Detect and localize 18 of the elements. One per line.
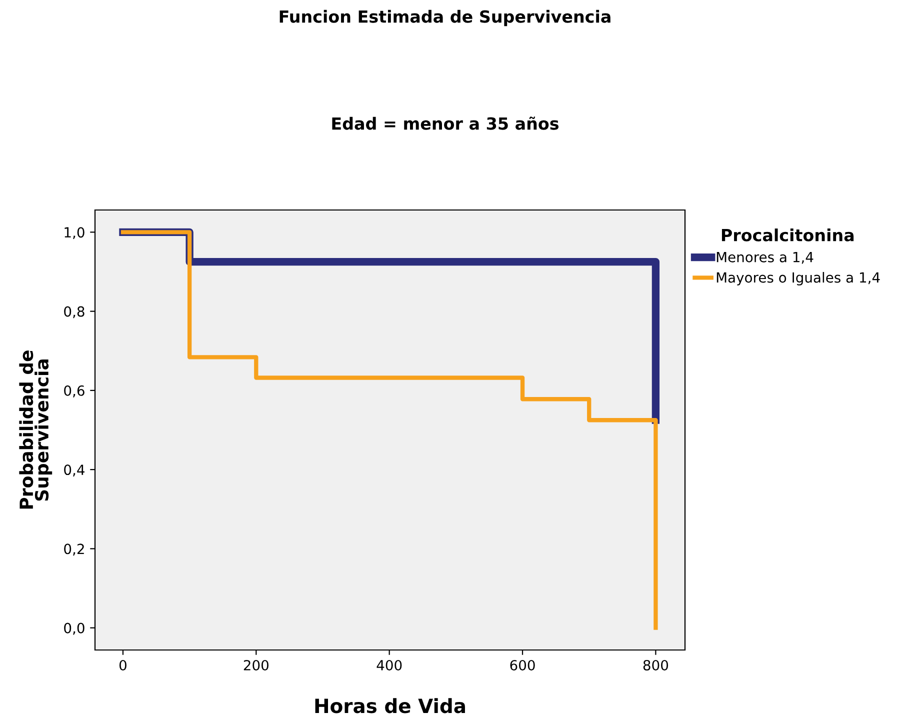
y-tick-label: 1,0: [64, 227, 84, 240]
y-axis-title: Probabilidad de Supervivencia: [19, 350, 52, 509]
x-axis-title: Horas de Vida: [315, 698, 465, 714]
y-tick-label: 0,8: [64, 306, 84, 318]
legend-label: Menores a 1,4: [716, 252, 814, 264]
legend-label: Mayores o Iguales a 1,4: [716, 272, 880, 286]
y-tick-label: 0,0: [64, 622, 84, 635]
y-tick-label: 0,2: [64, 544, 84, 556]
x-tick-label: 800: [643, 660, 668, 670]
x-tick-label: 600: [510, 660, 535, 670]
legend-title: Procalcitonina: [722, 228, 854, 242]
y-tick-label: 0,4: [64, 464, 84, 476]
chart-subtitle: Edad = menor a 35 años: [332, 116, 559, 130]
chart-title: Funcion Estimada de Supervivencia: [280, 10, 610, 26]
x-tick-label: 0: [119, 660, 126, 670]
x-tick-label: 200: [244, 660, 268, 670]
x-tick-label: 400: [376, 660, 402, 670]
y-tick-label: 0,6: [64, 385, 84, 398]
